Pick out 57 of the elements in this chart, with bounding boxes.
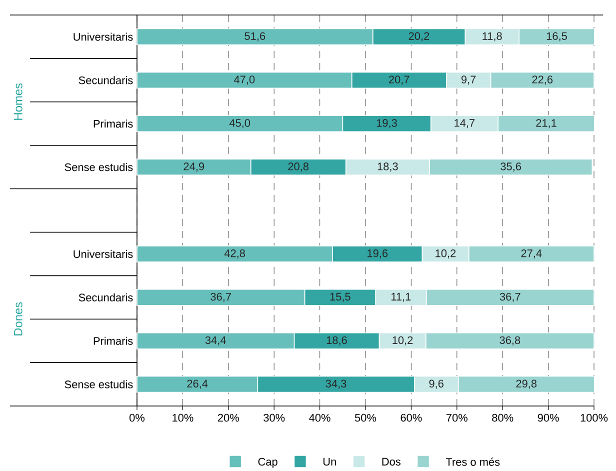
y-tick-label: Sense estudis (64, 380, 133, 388)
y-tick-label: Primaris (94, 120, 133, 128)
data-label: 42,8 (224, 249, 245, 258)
data-label: 24,9 (184, 162, 204, 172)
legend-label: Cap (258, 458, 278, 468)
y-tick-label: Primaris (94, 336, 133, 345)
data-label: 20,8 (288, 162, 308, 172)
y-tick-label: Secundaris (78, 293, 133, 302)
x-tick-label: 60% (400, 414, 422, 422)
y-tick-label: Universitaris (74, 250, 133, 258)
data-label: 36,7 (500, 292, 520, 302)
x-tick-label: 0% (130, 414, 145, 422)
y-tick-label: Secundaris (78, 76, 133, 84)
data-label: 26,4 (187, 380, 208, 389)
data-label: 45,0 (229, 119, 250, 128)
data-label: 18,3 (378, 162, 398, 172)
data-label: 36,8 (500, 336, 520, 346)
x-tick-label: 10% (172, 414, 194, 422)
x-tick-label: 40% (309, 414, 330, 422)
legend-label: Un (323, 458, 336, 466)
data-label: 51,6 (244, 32, 266, 42)
legend-label: Tres o més (446, 458, 500, 466)
data-label: 36,7 (210, 292, 231, 302)
text: Dones (14, 302, 22, 336)
data-label: 20,2 (408, 32, 430, 42)
data-label: 9,7 (461, 76, 476, 85)
data-label: 10,2 (436, 249, 456, 258)
data-label: 11,8 (482, 32, 502, 42)
y-tick-label: Sense estudis (64, 163, 133, 172)
data-label: 21,1 (536, 119, 556, 128)
data-label: 11,1 (391, 292, 411, 302)
text: Homes (14, 83, 22, 120)
data-label: 16,5 (546, 32, 567, 42)
data-label: 14,7 (454, 119, 475, 128)
data-label: 19,3 (376, 119, 397, 128)
x-tick-label: 50% (354, 414, 376, 422)
data-label: 10,2 (392, 336, 413, 346)
x-tick-label: 100% (580, 414, 608, 422)
x-tick-label: 90% (538, 414, 559, 422)
data-label: 27,4 (521, 249, 542, 258)
x-tick-label: 20% (218, 414, 239, 422)
data-label: 19,6 (368, 249, 388, 258)
data-label: 35,6 (500, 162, 522, 172)
x-tick-label: 30% (264, 414, 285, 422)
data-label: 15,5 (330, 292, 350, 302)
data-label: 34,4 (205, 336, 226, 346)
data-label: 9,6 (429, 380, 444, 389)
legend-label: Dos (382, 458, 400, 466)
data-label: 29,8 (516, 380, 537, 389)
data-label: 47,0 (234, 76, 255, 85)
data-label: 34,3 (326, 380, 346, 389)
x-tick-label: 70% (446, 414, 468, 422)
y-tick-label: Universitaris (74, 32, 133, 41)
data-label: 22,6 (532, 76, 553, 85)
data-label: 20,7 (388, 76, 410, 85)
data-label: 18,6 (326, 336, 347, 346)
x-tick-label: 80% (492, 414, 514, 422)
